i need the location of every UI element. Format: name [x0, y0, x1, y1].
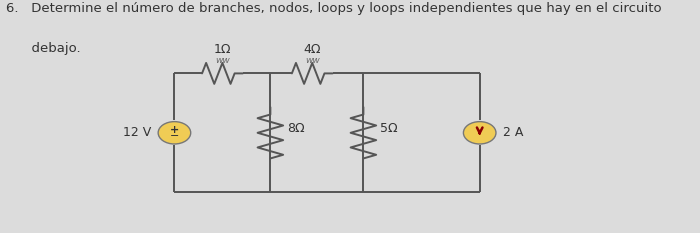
Text: ww: ww — [215, 56, 230, 65]
Text: 8Ω: 8Ω — [287, 122, 304, 135]
Ellipse shape — [158, 122, 190, 144]
Text: 4Ω: 4Ω — [304, 43, 321, 56]
Text: 2 A: 2 A — [503, 126, 524, 139]
Text: 12 V: 12 V — [123, 126, 151, 139]
Text: +: + — [170, 125, 179, 135]
Text: 5Ω: 5Ω — [379, 122, 398, 135]
Text: 6.   Determine el número de branches, nodos, loops y loops independientes que ha: 6. Determine el número de branches, nodo… — [6, 2, 662, 15]
Ellipse shape — [463, 122, 496, 144]
Text: debajo.: debajo. — [6, 42, 80, 55]
Text: 1Ω: 1Ω — [214, 43, 231, 56]
Text: ww: ww — [305, 56, 320, 65]
Text: −: − — [169, 131, 179, 141]
